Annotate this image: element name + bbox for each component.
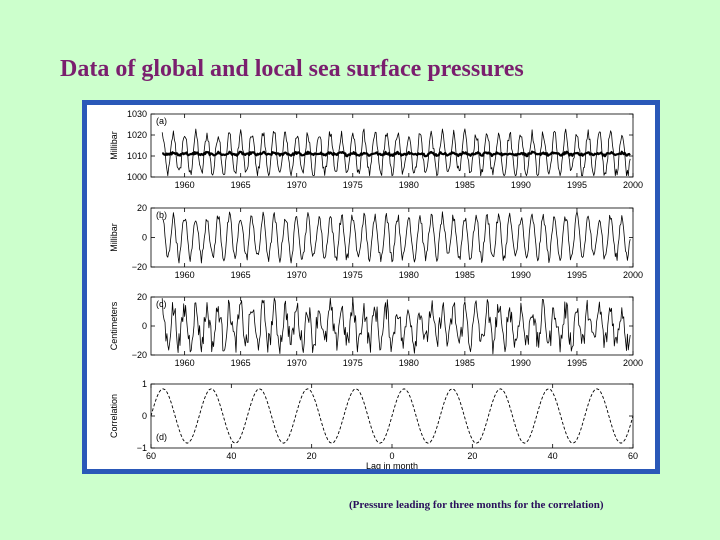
x-tick-label: 1995 [567, 358, 587, 368]
x-tick-label: 1960 [175, 180, 195, 190]
y-tick-label: 20 [137, 292, 147, 302]
x-tick-label: 1975 [343, 180, 363, 190]
plot-frame [150, 113, 634, 178]
x-tick-label: 1985 [455, 270, 475, 280]
x-tick-label: 1985 [455, 358, 475, 368]
x-tick-label: 20 [467, 451, 477, 461]
y-tick-label: 0 [142, 411, 147, 421]
x-tick-label: 40 [226, 451, 236, 461]
slide-caption: (Pressure leading for three months for t… [349, 499, 604, 511]
series-line-1 [161, 128, 631, 177]
y-tick-label: −20 [132, 350, 147, 360]
x-axis-label: Lag in month [366, 461, 418, 469]
y-tick-label: 1 [142, 379, 147, 389]
series-line-2 [161, 150, 631, 158]
y-tick-label: 1020 [127, 130, 147, 140]
panel-tag: (b) [156, 210, 167, 220]
x-tick-label: 1990 [511, 180, 531, 190]
x-tick-label: 1965 [231, 270, 251, 280]
y-axis-label: Correlation [109, 394, 119, 438]
x-tick-label: 2000 [623, 358, 643, 368]
x-tick-label: 1995 [567, 270, 587, 280]
x-tick-label: 2000 [623, 270, 643, 280]
x-tick-label: 60 [146, 451, 156, 461]
x-tick-label: 1990 [511, 270, 531, 280]
x-tick-label: 1990 [511, 358, 531, 368]
panel-tag: (a) [156, 116, 167, 126]
series-line-1 [161, 211, 631, 264]
x-tick-label: 1975 [343, 358, 363, 368]
y-axis-label: Centimeters [109, 301, 119, 350]
x-tick-label: 1980 [399, 180, 419, 190]
x-tick-label: 2000 [623, 180, 643, 190]
series-line-1 [161, 297, 631, 355]
plot-frame [150, 296, 634, 356]
panel-tag: (c) [156, 299, 167, 309]
y-tick-label: 0 [142, 321, 147, 331]
x-tick-label: 0 [389, 451, 394, 461]
x-tick-label: 1970 [287, 358, 307, 368]
figure-frame: 1000 1010 1020 1030 1960 1965 1970 1975 1980 1985… [82, 100, 660, 474]
y-tick-label: 0 [142, 233, 147, 243]
y-tick-label: 1000 [127, 172, 147, 182]
y-tick-label: 20 [137, 203, 147, 213]
y-tick-label: 1030 [127, 109, 147, 119]
slide-title: Data of global and local sea surface pre… [60, 56, 524, 82]
plot-frame [150, 207, 634, 268]
x-tick-label: 1995 [567, 180, 587, 190]
panel-c: −20 0 20 1960 1965 1970 1975 1980 1985 1990 1995 20… [109, 292, 643, 368]
x-tick-label: 1960 [175, 358, 195, 368]
x-tick-label: 1965 [231, 180, 251, 190]
y-axis-label: Millibar [109, 223, 119, 252]
y-axis-label: Millibar [109, 131, 119, 160]
series-line-1 [150, 388, 634, 444]
y-tick-label: −1 [137, 443, 147, 453]
x-tick-label: 1980 [399, 270, 419, 280]
x-tick-label: 1970 [287, 180, 307, 190]
panel-tag: (d) [156, 432, 167, 442]
x-tick-label: 1970 [287, 270, 307, 280]
x-tick-label: 40 [548, 451, 558, 461]
x-tick-label: 20 [307, 451, 317, 461]
panel-a: 1000 1010 1020 1030 1960 1965 1970 1975 1980 1985… [109, 109, 643, 190]
x-tick-label: 60 [628, 451, 638, 461]
figure-canvas: 1000 1010 1020 1030 1960 1965 1970 1975 1980 1985… [87, 105, 655, 471]
y-tick-label: 1010 [127, 151, 147, 161]
x-tick-label: 1960 [175, 270, 195, 280]
y-tick-label: −20 [132, 262, 147, 272]
x-tick-label: 1980 [399, 358, 419, 368]
x-tick-label: 1965 [231, 358, 251, 368]
plot-frame [150, 383, 634, 449]
panel-b: −20 0 20 1960 1965 1970 1975 1980 1985 1990 1995 20… [109, 203, 643, 280]
panel-d: −1 0 1 60 40 20 0 20 40 60 Correlation Lag in month… [109, 379, 638, 471]
x-tick-label: 1985 [455, 180, 475, 190]
x-tick-label: 1975 [343, 270, 363, 280]
